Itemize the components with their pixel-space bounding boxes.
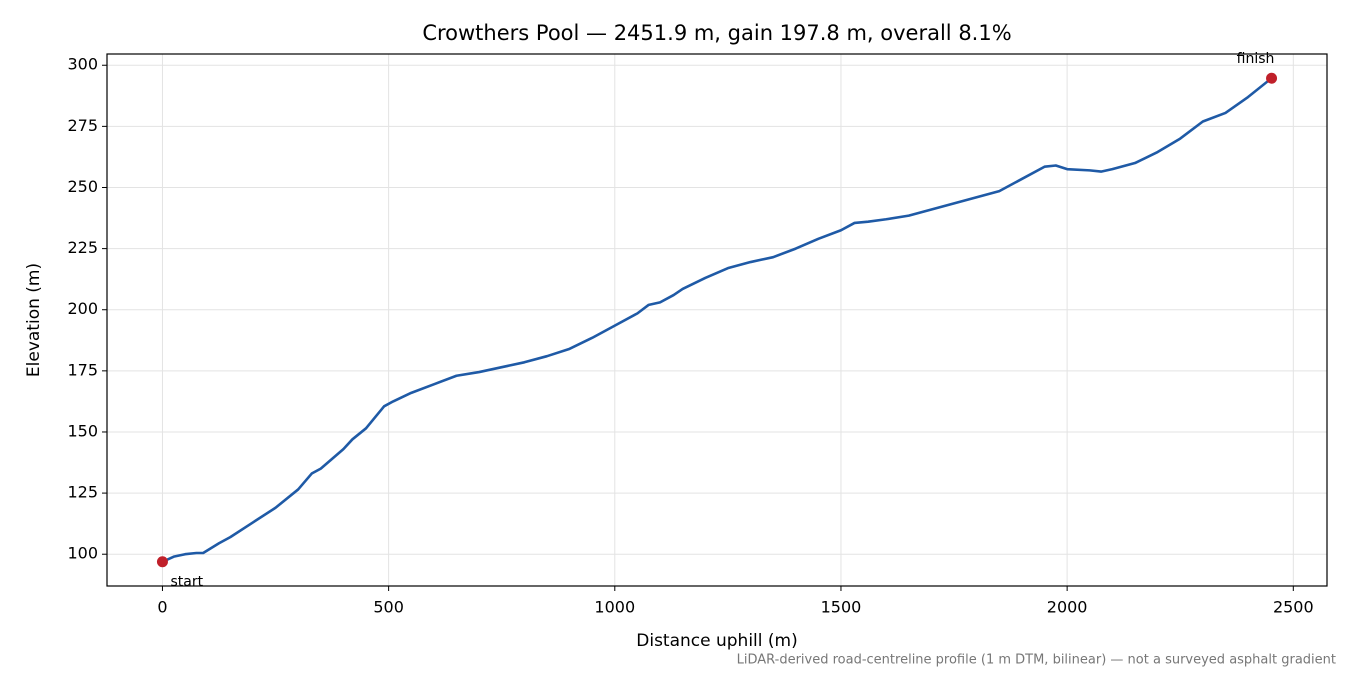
y-tick-label: 225 bbox=[67, 238, 98, 257]
y-tick-label: 250 bbox=[67, 177, 98, 196]
x-tick-label: 1000 bbox=[594, 598, 635, 617]
y-tick-label: 275 bbox=[67, 116, 98, 135]
x-tick-label: 500 bbox=[373, 598, 404, 617]
elevation-line bbox=[161, 77, 1273, 563]
y-tick-label: 125 bbox=[67, 483, 98, 502]
y-tick-label: 150 bbox=[67, 421, 98, 440]
x-tick-label: 2000 bbox=[1047, 598, 1088, 617]
x-tick-label: 0 bbox=[157, 598, 167, 617]
y-tick-label: 200 bbox=[67, 299, 98, 318]
endpoint-label: start bbox=[170, 574, 203, 590]
x-tick-label: 2500 bbox=[1273, 598, 1314, 617]
endpoint-marker bbox=[156, 556, 168, 568]
y-tick-label: 175 bbox=[67, 360, 98, 379]
plot-frame bbox=[106, 53, 1328, 587]
y-tick-label: 300 bbox=[67, 55, 98, 74]
y-axis-label: Elevation (m) bbox=[24, 263, 44, 377]
footnote: LiDAR-derived road-centreline profile (1… bbox=[737, 653, 1336, 668]
x-tick-label: 1500 bbox=[821, 598, 862, 617]
y-tick-label: 100 bbox=[67, 544, 98, 563]
x-axis-label: Distance uphill (m) bbox=[636, 631, 797, 651]
endpoint-marker bbox=[1266, 72, 1278, 84]
chart-title: Crowthers Pool — 2451.9 m, gain 197.8 m,… bbox=[422, 21, 1011, 45]
endpoint-label: finish bbox=[1237, 51, 1275, 67]
